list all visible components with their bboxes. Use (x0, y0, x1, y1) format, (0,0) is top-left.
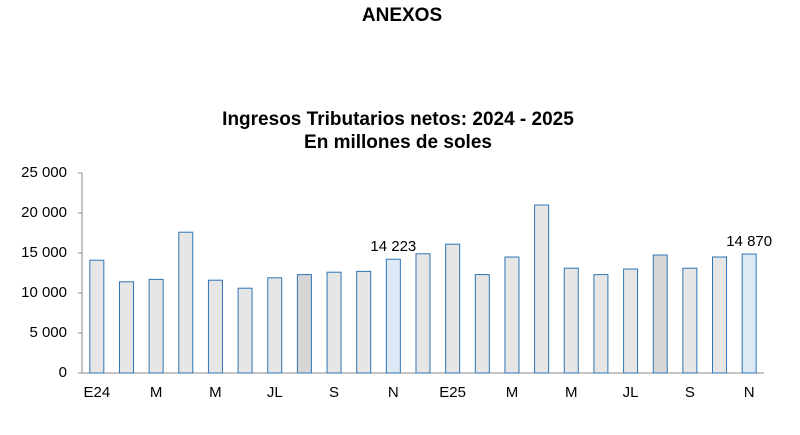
bar (267, 277, 283, 374)
x-tick-label: M (209, 384, 222, 401)
bar (593, 274, 609, 374)
bar (118, 281, 134, 374)
y-tick-label: 5 000 (29, 324, 67, 341)
value-label: 14 223 (370, 238, 416, 255)
y-tick-label: 25 000 (21, 164, 67, 181)
x-tick-label: E24 (83, 384, 110, 401)
bar (682, 267, 698, 374)
x-tick-label: JL (623, 384, 639, 401)
bar (296, 274, 312, 374)
x-tick-label: S (685, 384, 695, 401)
bar (415, 253, 431, 374)
chart-subtitle: En millones de soles (304, 132, 492, 153)
x-tick-label: S (329, 384, 339, 401)
bar (178, 231, 194, 374)
bar (534, 204, 550, 374)
bar (89, 259, 105, 374)
x-tick-label: E25 (439, 384, 466, 401)
bar (563, 267, 579, 374)
y-tick-label: 20 000 (21, 204, 67, 221)
bar (148, 278, 164, 374)
bar (237, 287, 253, 374)
chart-title: Ingresos Tributarios netos: 2024 - 2025 (222, 109, 574, 130)
bar (712, 256, 728, 374)
x-tick-label: M (506, 384, 519, 401)
bar (652, 254, 668, 374)
bar (504, 256, 520, 374)
bar (356, 270, 372, 374)
y-tick-label: 10 000 (21, 284, 67, 301)
bar (474, 274, 490, 374)
x-tick-label: N (744, 384, 755, 401)
x-tick-label: M (565, 384, 578, 401)
bar (385, 258, 401, 374)
y-tick-label: 15 000 (21, 244, 67, 261)
bar (207, 279, 223, 374)
page-title: ANEXOS (362, 5, 442, 26)
x-tick-label: JL (267, 384, 283, 401)
bar (623, 268, 639, 374)
bar (445, 243, 461, 374)
x-tick-label: M (150, 384, 163, 401)
bar (741, 253, 757, 374)
value-label: 14 870 (726, 233, 772, 250)
y-tick-label: 0 (59, 364, 67, 381)
x-tick-label: N (388, 384, 399, 401)
bar (326, 271, 342, 374)
